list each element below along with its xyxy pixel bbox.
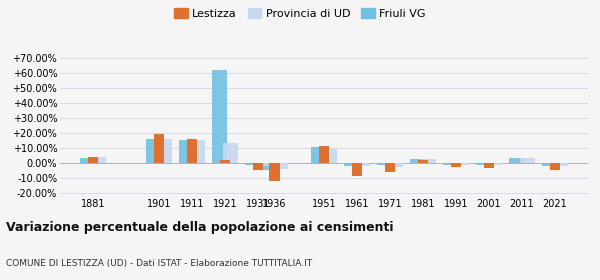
Bar (388, 163, 403, 167)
Bar (154, 134, 164, 163)
Bar (212, 70, 227, 163)
Bar (509, 158, 524, 163)
Bar (443, 163, 458, 165)
Bar (487, 163, 502, 165)
Bar (377, 163, 392, 165)
Bar (385, 163, 395, 172)
Bar (311, 147, 326, 163)
Bar (157, 139, 172, 163)
Text: Variazione percentuale della popolazione ai censimenti: Variazione percentuale della popolazione… (6, 221, 394, 234)
Bar (476, 163, 491, 165)
Bar (91, 157, 106, 163)
Bar (484, 163, 494, 168)
Bar (451, 163, 461, 167)
Bar (256, 163, 271, 166)
Bar (421, 159, 436, 163)
Bar (187, 139, 197, 163)
Bar (410, 159, 425, 163)
Bar (245, 163, 260, 165)
Bar (520, 158, 535, 163)
Bar (542, 163, 557, 166)
Bar (223, 143, 238, 163)
Bar (418, 160, 428, 163)
Bar (80, 158, 95, 163)
Bar (220, 160, 230, 163)
Bar (146, 139, 161, 163)
Bar (88, 157, 98, 163)
Bar (273, 163, 287, 169)
Bar (550, 163, 560, 171)
Bar (355, 163, 370, 166)
Bar (454, 163, 469, 165)
Legend: Lestizza, Provincia di UD, Friuli VG: Lestizza, Provincia di UD, Friuli VG (172, 6, 428, 21)
Bar (190, 141, 205, 163)
Text: COMUNE DI LESTIZZA (UD) - Dati ISTAT - Elaborazione TUTTITALIA.IT: COMUNE DI LESTIZZA (UD) - Dati ISTAT - E… (6, 259, 312, 268)
Bar (269, 163, 280, 181)
Bar (553, 163, 568, 166)
Bar (344, 163, 359, 166)
Bar (253, 163, 263, 171)
Bar (319, 146, 329, 163)
Bar (179, 141, 194, 163)
Bar (352, 163, 362, 176)
Bar (261, 163, 276, 170)
Bar (322, 149, 337, 163)
